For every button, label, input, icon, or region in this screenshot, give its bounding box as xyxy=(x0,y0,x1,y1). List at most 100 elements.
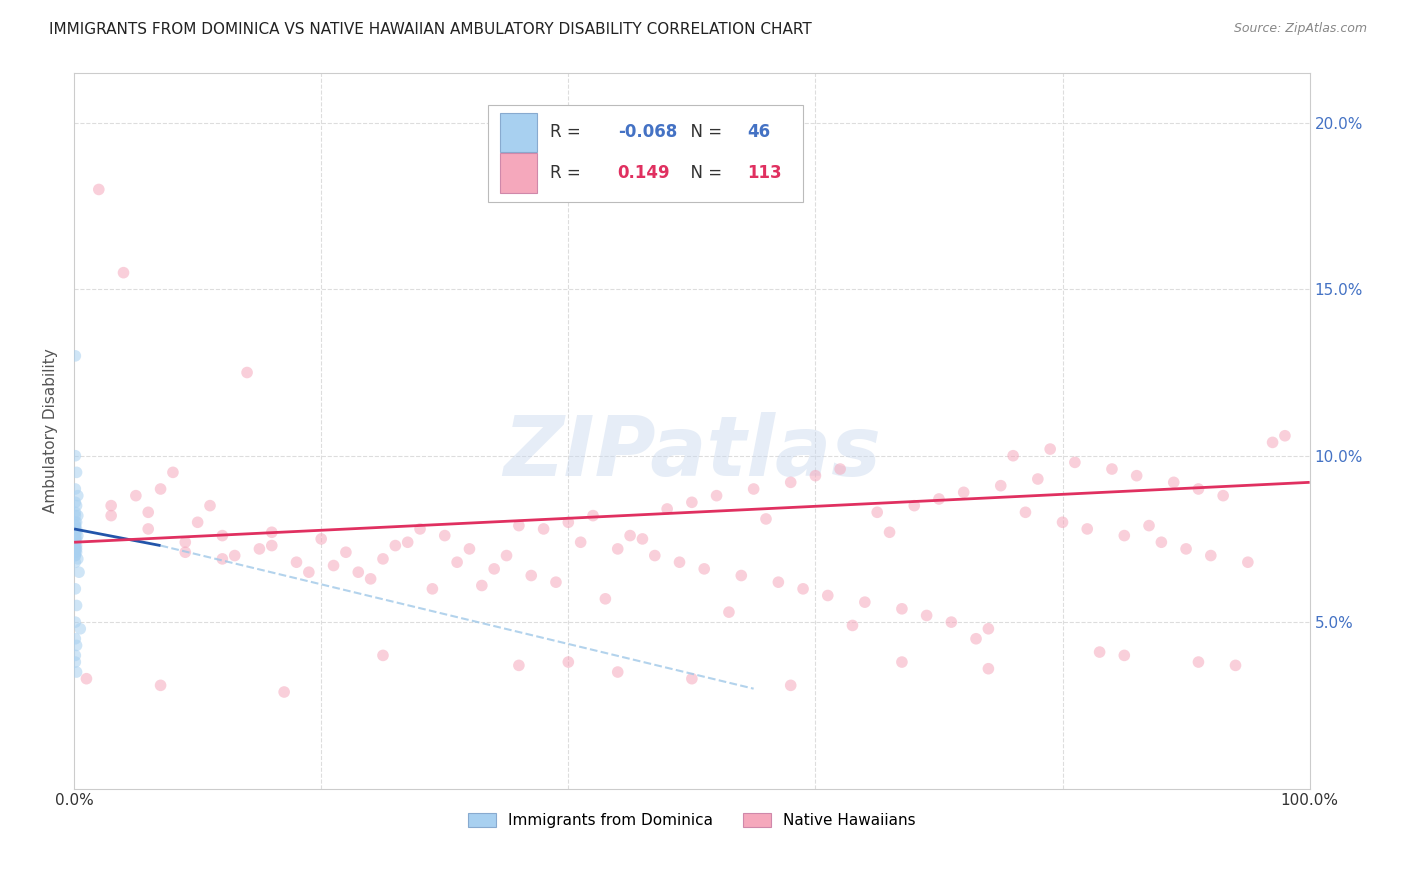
Point xyxy=(693,562,716,576)
Point xyxy=(65,495,87,509)
Point xyxy=(309,532,332,546)
Point xyxy=(384,539,406,553)
Point xyxy=(65,349,87,363)
Text: N =: N = xyxy=(679,164,727,182)
Point xyxy=(1175,541,1198,556)
Point xyxy=(1225,658,1247,673)
Point xyxy=(224,549,246,563)
Point xyxy=(75,672,97,686)
Point xyxy=(65,535,87,549)
Point xyxy=(730,568,752,582)
Point xyxy=(65,525,87,540)
Point xyxy=(1274,429,1296,443)
Point xyxy=(952,485,974,500)
Point xyxy=(65,555,87,569)
Point xyxy=(65,599,87,613)
Point xyxy=(65,615,87,629)
Point xyxy=(853,595,876,609)
Point xyxy=(65,518,87,533)
Point xyxy=(162,466,184,480)
Point xyxy=(65,518,87,533)
Point xyxy=(396,535,419,549)
Point xyxy=(717,605,740,619)
Text: 46: 46 xyxy=(748,123,770,141)
Point xyxy=(471,578,494,592)
Point xyxy=(1052,516,1074,530)
Point xyxy=(347,565,370,579)
Point xyxy=(681,495,703,509)
Text: -0.068: -0.068 xyxy=(617,123,676,141)
Point xyxy=(915,608,938,623)
Point xyxy=(100,499,122,513)
Point xyxy=(65,541,87,556)
Point xyxy=(249,541,271,556)
Point xyxy=(65,541,87,556)
Text: Source: ZipAtlas.com: Source: ZipAtlas.com xyxy=(1233,22,1367,36)
Point xyxy=(817,589,839,603)
Point xyxy=(66,528,89,542)
Point xyxy=(1064,455,1087,469)
Text: ZIPatlas: ZIPatlas xyxy=(503,412,880,492)
Point xyxy=(990,478,1012,492)
Text: 0.149: 0.149 xyxy=(617,164,671,182)
Point xyxy=(65,539,87,553)
Point xyxy=(65,525,87,540)
Point xyxy=(211,552,233,566)
Point xyxy=(928,491,950,506)
Point xyxy=(65,549,87,563)
Point xyxy=(1187,482,1209,496)
Point xyxy=(866,505,889,519)
Point xyxy=(1026,472,1049,486)
Point xyxy=(706,489,728,503)
Point xyxy=(742,482,765,496)
Point xyxy=(65,516,87,530)
Point xyxy=(298,565,321,579)
Point xyxy=(965,632,987,646)
Point xyxy=(65,665,87,679)
Point xyxy=(533,522,555,536)
Point xyxy=(544,575,567,590)
Point xyxy=(508,658,530,673)
Point xyxy=(890,602,912,616)
Point xyxy=(66,489,89,503)
Point xyxy=(136,505,159,519)
Point xyxy=(65,532,87,546)
Point xyxy=(1076,522,1098,536)
Point xyxy=(557,655,579,669)
Point xyxy=(65,549,87,563)
Point xyxy=(65,516,87,530)
Bar xyxy=(501,153,537,193)
Point xyxy=(260,539,283,553)
Point xyxy=(65,508,87,523)
Point xyxy=(371,648,394,663)
Point xyxy=(619,528,641,542)
Point xyxy=(65,539,87,553)
Text: R =: R = xyxy=(550,123,586,141)
Point xyxy=(236,366,259,380)
Point xyxy=(569,535,592,549)
Text: R =: R = xyxy=(550,164,591,182)
Point xyxy=(65,449,87,463)
Point xyxy=(879,525,901,540)
Point xyxy=(595,591,617,606)
Point xyxy=(360,572,382,586)
FancyBboxPatch shape xyxy=(488,105,803,202)
Point xyxy=(1137,518,1160,533)
Point xyxy=(668,555,690,569)
Point xyxy=(187,516,209,530)
Point xyxy=(520,568,543,582)
Point xyxy=(66,552,89,566)
Point xyxy=(941,615,963,629)
Bar xyxy=(501,112,537,152)
Point xyxy=(65,545,87,559)
Point xyxy=(69,622,91,636)
Text: 113: 113 xyxy=(748,164,782,182)
Point xyxy=(557,516,579,530)
Point xyxy=(903,499,925,513)
Point xyxy=(65,522,87,536)
Point xyxy=(977,622,1000,636)
Point xyxy=(211,528,233,542)
Point xyxy=(67,565,90,579)
Point xyxy=(631,532,654,546)
Point xyxy=(65,499,87,513)
